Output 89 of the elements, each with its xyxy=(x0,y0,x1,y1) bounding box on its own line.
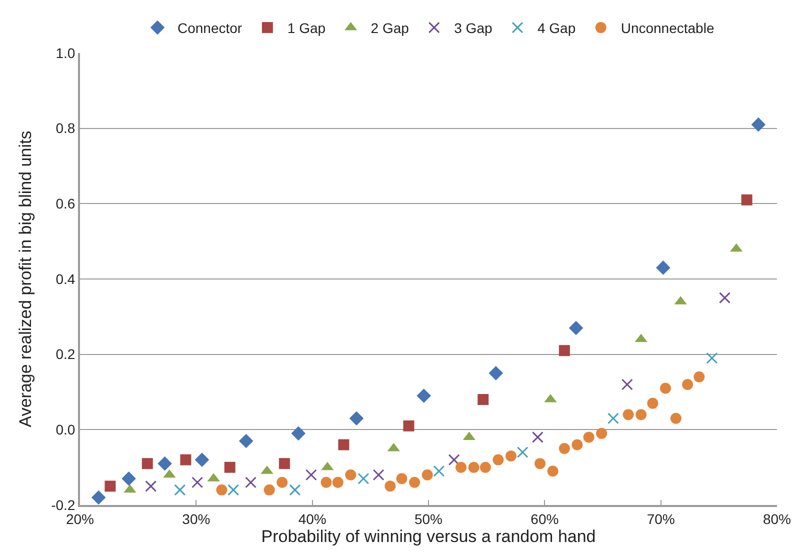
legend-label: 4 Gap xyxy=(537,20,576,36)
point xyxy=(264,484,275,496)
point xyxy=(345,469,356,480)
point xyxy=(142,458,153,470)
point xyxy=(228,484,240,496)
point xyxy=(291,426,306,441)
point xyxy=(751,117,766,132)
point xyxy=(358,472,370,484)
point xyxy=(194,452,210,467)
y-tick-label: -0.2 xyxy=(51,496,76,513)
legend-label: 1 Gap xyxy=(287,20,326,36)
point xyxy=(422,469,433,480)
point xyxy=(583,432,594,443)
point xyxy=(694,371,705,382)
x-tick-label: 50% xyxy=(414,510,443,527)
point xyxy=(656,260,670,275)
point xyxy=(216,484,228,496)
point xyxy=(238,434,254,448)
point xyxy=(505,450,516,462)
point xyxy=(607,412,619,424)
point xyxy=(532,431,544,443)
x-tick-label: 80% xyxy=(762,510,792,527)
point xyxy=(534,458,546,470)
x-tick-label: 60% xyxy=(530,510,559,527)
point xyxy=(384,480,396,492)
point xyxy=(192,476,204,488)
point xyxy=(180,454,192,466)
y-axis-title: Average realized profit in big blind units xyxy=(16,130,36,428)
legend-label: 2 Gap xyxy=(370,20,410,36)
point xyxy=(478,394,489,406)
point xyxy=(289,484,301,496)
point xyxy=(403,420,414,432)
point xyxy=(305,469,317,481)
point xyxy=(396,473,408,484)
point xyxy=(416,388,431,403)
point xyxy=(492,454,504,466)
point xyxy=(104,480,116,492)
point xyxy=(660,382,671,394)
point xyxy=(480,462,491,473)
y-tick-label: 0.2 xyxy=(56,346,76,362)
y-tick-label: 0.0 xyxy=(56,422,76,438)
x-axis-title: Probability of winning versus a random hand xyxy=(261,526,596,546)
point xyxy=(741,194,752,206)
point xyxy=(468,462,480,473)
point xyxy=(621,378,633,390)
point xyxy=(622,409,634,420)
point xyxy=(332,476,344,488)
point xyxy=(174,484,186,496)
point xyxy=(224,462,236,473)
y-tick-label: 0.8 xyxy=(56,120,76,136)
x-tick-label: 20% xyxy=(66,510,94,527)
x-tick-label: 40% xyxy=(298,510,326,527)
point xyxy=(572,439,583,450)
legend-label: Connector xyxy=(178,20,242,36)
point xyxy=(670,412,682,424)
x-tick-label: 30% xyxy=(182,510,210,527)
legend-label: 3 Gap xyxy=(454,20,492,36)
point xyxy=(558,345,570,356)
y-tick-label: 0.4 xyxy=(56,270,76,287)
point xyxy=(91,490,106,505)
point xyxy=(706,352,718,364)
point xyxy=(568,320,584,336)
point xyxy=(448,454,460,466)
y-tick-label: 1.0 xyxy=(56,44,76,61)
point xyxy=(338,439,350,450)
legend-label: Unconnectable xyxy=(620,20,714,36)
point xyxy=(718,292,730,304)
point xyxy=(158,456,172,471)
point xyxy=(647,398,658,409)
point xyxy=(145,480,157,492)
point xyxy=(276,476,288,488)
point xyxy=(349,411,364,426)
point xyxy=(122,471,136,486)
point xyxy=(636,409,647,420)
point xyxy=(488,366,504,380)
point xyxy=(278,458,290,470)
point xyxy=(456,462,467,473)
point xyxy=(516,446,528,458)
point xyxy=(409,476,420,488)
point xyxy=(682,378,694,390)
point xyxy=(320,476,332,488)
point xyxy=(245,476,257,488)
point xyxy=(433,465,445,477)
point xyxy=(596,428,608,439)
point xyxy=(547,466,558,477)
point xyxy=(558,443,570,454)
y-tick-label: 0.6 xyxy=(56,196,76,212)
x-tick-label: 70% xyxy=(646,510,675,527)
point xyxy=(372,469,384,481)
